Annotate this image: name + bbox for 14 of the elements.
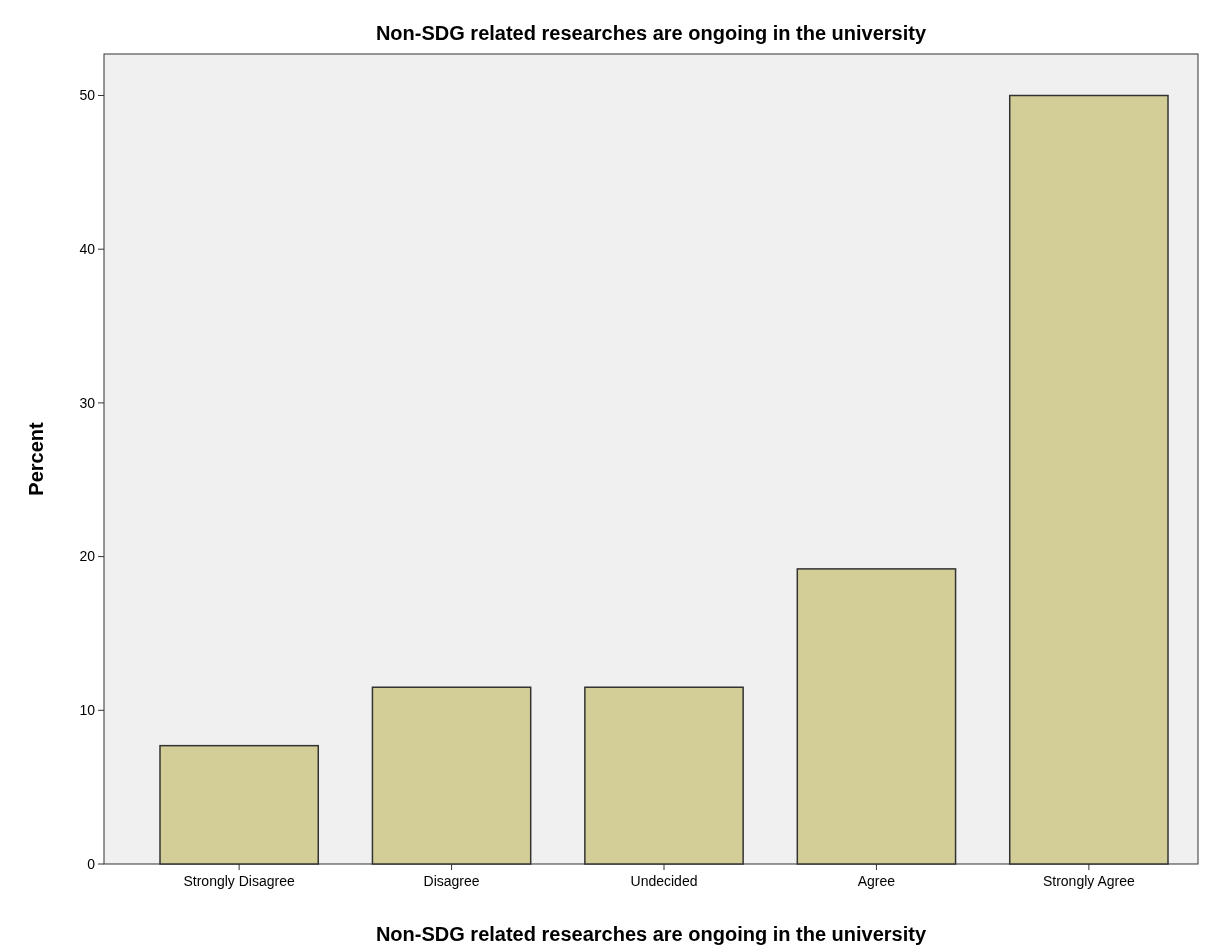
x-axis-title: Non-SDG related researches are ongoing in the university (375, 923, 927, 945)
y-axis-title: Percent (25, 421, 47, 496)
y-tick-label: 30 (79, 394, 96, 411)
x-tick-label: Disagree (423, 873, 480, 889)
y-tick-label: 20 (79, 548, 96, 565)
x-tick-label: Strongly Disagree (183, 873, 295, 889)
y-tick-label: 40 (79, 241, 96, 258)
y-tick-label: 10 (79, 702, 96, 719)
y-tick-label: 0 (87, 855, 96, 872)
chart-title: Non-SDG related researches are ongoing in the university (375, 22, 927, 44)
x-tick-label: Strongly Agree (1042, 873, 1135, 889)
x-tick-label: Agree (857, 873, 896, 889)
y-tick-label: 50 (79, 87, 96, 104)
x-tick-label: Undecided (630, 873, 698, 889)
